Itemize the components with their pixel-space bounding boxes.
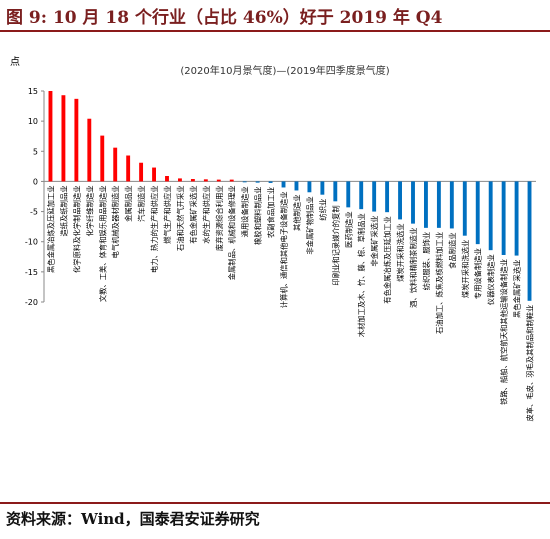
category-label: 黑色金属冶炼及压延加工业 xyxy=(46,185,55,273)
category-label: 黑色金属矿采选业 xyxy=(513,260,522,318)
y-axis: 15 10 5 0 -5 -10 -15 -20 xyxy=(25,87,536,307)
y-tick-label: 10 xyxy=(28,117,38,126)
category-label: 造纸及纸制品业 xyxy=(59,185,68,236)
bar xyxy=(48,91,53,182)
category-label: 医药制造业 xyxy=(344,211,353,247)
category-label: 化学原料及化学制品制造业 xyxy=(72,185,81,273)
bar xyxy=(501,181,506,255)
bar xyxy=(113,147,118,182)
category-label: 废弃资源综合利用业 xyxy=(215,185,224,251)
bar xyxy=(436,181,441,228)
category-label: 印刷业和记录媒介的复制 xyxy=(331,205,340,285)
bar xyxy=(203,179,208,182)
bar xyxy=(152,167,156,182)
bottom-rule xyxy=(0,502,550,504)
category-label: 有色金属矿采选业 xyxy=(189,185,198,243)
bar xyxy=(87,118,92,182)
category-label: 铁路、船舶、航空航天和其他运输设备制造业 xyxy=(500,259,509,405)
x-axis-labels: 黑色金属冶炼及压延加工业 造纸及纸制品业 化学原料及化学制品制造业 化学纤维制造业 文教… xyxy=(46,185,534,421)
category-label: 石油和天然气开采业 xyxy=(176,185,185,251)
y-tick-label: -5 xyxy=(30,208,38,217)
bar xyxy=(307,181,312,193)
y-tick-label: 15 xyxy=(28,87,38,96)
category-label: 金属制品业 xyxy=(124,185,133,221)
bar xyxy=(216,179,221,182)
category-label: 橡胶和塑料制品业 xyxy=(254,187,263,245)
bar xyxy=(190,179,195,182)
category-label: 木材加工及木、竹、藤、棕、草制品业 xyxy=(357,213,366,337)
category-label: 水的生产和供应业 xyxy=(202,185,211,243)
y-tick-label: -15 xyxy=(25,268,38,277)
y-axis-unit: 点 xyxy=(10,56,20,68)
bar xyxy=(385,181,390,213)
bar xyxy=(488,181,493,251)
category-label: 化学纤维制造业 xyxy=(85,185,94,236)
y-tick-label: -10 xyxy=(25,238,38,247)
bar xyxy=(359,181,364,210)
bar xyxy=(462,181,467,236)
bar xyxy=(178,178,182,182)
y-tick-label: 0 xyxy=(33,177,38,186)
category-label: 纺织服装、服饰业 xyxy=(422,232,431,290)
bar xyxy=(411,181,415,224)
bar xyxy=(100,135,105,182)
bar xyxy=(449,181,454,229)
category-label: 计算机、通信和其他电子设备制造业 xyxy=(280,191,289,308)
bar xyxy=(281,181,286,188)
category-label: 专用设备制造业 xyxy=(474,248,483,299)
category-label: 金属制品、机械和设备修理业 xyxy=(228,185,237,280)
figure-title: 图 9: 10 月 18 个行业（占比 46%）好于 2019 年 Q4 xyxy=(6,8,443,28)
category-label: 石油加工、炼焦及核燃料加工业 xyxy=(435,232,444,334)
bar xyxy=(424,181,428,228)
category-label: 其他制造业 xyxy=(292,194,301,230)
category-label: 电力、热力的生产和供应业 xyxy=(150,185,159,273)
category-label: 农副食品加工业 xyxy=(267,187,276,238)
category-label: 燃气生产和供应业 xyxy=(163,185,172,243)
category-label: 酒、饮料和精制茶制造业 xyxy=(409,228,418,308)
category-label: 有色金属冶炼及压延加工业 xyxy=(383,216,392,304)
bar xyxy=(255,181,260,183)
bar xyxy=(74,98,79,182)
bar xyxy=(268,181,273,183)
category-label: 食品制造业 xyxy=(448,232,457,268)
bar xyxy=(165,176,169,182)
bar xyxy=(514,181,519,256)
category-label: 电气机械及器材制造业 xyxy=(111,185,120,258)
bar xyxy=(320,181,325,195)
chart-title: (2020年10月景气度)—(2019年四季度景气度) xyxy=(180,64,389,77)
category-label: 仪器仪表制造业 xyxy=(487,254,496,305)
category-label: 煤炭开采和洗选业 xyxy=(396,223,405,281)
bar xyxy=(346,181,351,208)
category-label: 通用设备制造业 xyxy=(241,186,250,237)
bar xyxy=(229,179,234,182)
y-tick-label: 5 xyxy=(33,147,38,156)
category-label: 非金属矿采选业 xyxy=(370,216,379,267)
bar-chart: (2020年10月景气度)—(2019年四季度景气度) 点 15 10 5 0 -5 -1… xyxy=(10,56,536,422)
category-label: 汽车制造业 xyxy=(137,185,146,221)
bar xyxy=(372,181,377,212)
category-label: 非金属矿物制品业 xyxy=(305,196,314,254)
bar xyxy=(126,155,131,182)
category-label: 文教、工美、体育和娱乐用品制造业 xyxy=(98,185,107,302)
bar xyxy=(398,181,402,220)
category-label: 纺织业 xyxy=(318,199,327,221)
bar xyxy=(475,181,480,245)
top-rule xyxy=(0,30,550,32)
source-note: 资料来源：Wind，国泰君安证券研究 xyxy=(6,510,260,528)
bar xyxy=(61,95,66,182)
bar xyxy=(139,162,144,182)
category-label: 煤炭开采和洗选业 xyxy=(461,240,470,298)
bar xyxy=(294,181,299,191)
y-tick-label: -20 xyxy=(25,298,38,307)
bars-group xyxy=(48,91,532,301)
bar xyxy=(333,181,338,202)
bar xyxy=(527,181,532,301)
bar xyxy=(242,181,247,183)
category-label: 皮革、毛皮、羽毛及其制品和制鞋业 xyxy=(526,305,535,422)
